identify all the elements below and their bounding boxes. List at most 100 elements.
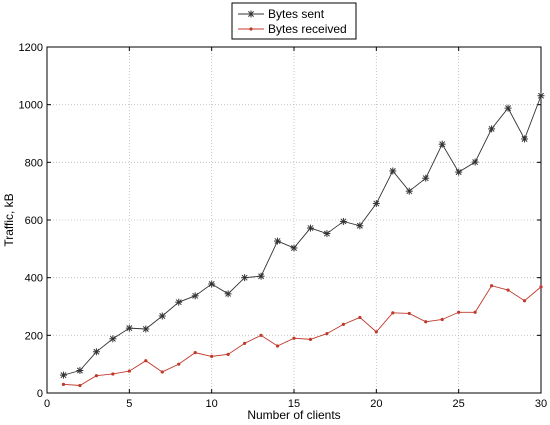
x-tick-label: 20 (370, 398, 382, 410)
data-point-bytes-sent (504, 104, 512, 112)
data-point-bytes-sent (389, 167, 397, 175)
data-point-bytes-sent (59, 371, 67, 379)
marker-stroke (340, 218, 347, 225)
data-point-bytes-sent (521, 135, 529, 143)
series-line-bytes-sent (63, 95, 542, 376)
marker-stroke (76, 367, 83, 374)
legend-label: Bytes received (268, 22, 347, 36)
marker-stroke (538, 92, 544, 99)
y-tick-label: 400 (25, 273, 43, 285)
marker-stroke (225, 290, 232, 297)
series-bytes-sent (59, 92, 545, 379)
legend-box (231, 2, 357, 40)
data-point-bytes-received (259, 333, 263, 337)
marker-stroke (455, 169, 462, 176)
data-point-bytes-received (374, 330, 378, 334)
data-point-bytes-received (325, 332, 329, 336)
data-point-bytes-received (308, 337, 313, 341)
data-point-bytes-received (243, 341, 247, 346)
grid-lines (47, 47, 541, 393)
data-point-bytes-sent (339, 217, 347, 225)
y-tick-label: 800 (25, 157, 43, 169)
marker-stroke (488, 125, 495, 132)
marker-stroke (93, 348, 100, 355)
data-point-bytes-sent (274, 237, 282, 245)
marker-stroke (109, 335, 116, 342)
marker-stroke (142, 326, 149, 332)
data-point-bytes-sent (438, 140, 446, 148)
axis-ticks: 0 5 10 15 20 25 30 0 200 400 600 800 1000 1200 (19, 42, 548, 410)
data-point-bytes-sent (290, 244, 298, 252)
data-point-bytes-sent (356, 222, 364, 230)
series-layer (59, 92, 545, 388)
data-point-bytes-sent (158, 312, 166, 320)
data-point-bytes-sent (471, 158, 479, 166)
data-point-bytes-received (506, 288, 510, 292)
y-tick-label: 1200 (19, 42, 43, 54)
marker-stroke (439, 141, 446, 148)
data-point-bytes-sent (208, 280, 216, 288)
data-point-bytes-sent (175, 298, 183, 306)
marker-stroke (258, 273, 265, 280)
data-point-bytes-sent (224, 290, 232, 298)
y-tick-label: 1000 (19, 100, 43, 112)
data-point-bytes-sent (92, 348, 100, 356)
data-point-bytes-sent (323, 230, 331, 238)
data-point-bytes-received (490, 284, 494, 288)
x-axis-label: Number of clients (247, 408, 340, 422)
marker-stroke (323, 230, 330, 237)
marker-stroke (406, 188, 413, 195)
data-point-bytes-received (407, 311, 411, 316)
legend-marker (249, 27, 253, 31)
data-point-bytes-received (111, 372, 115, 376)
data-point-bytes-received (457, 310, 461, 314)
y-tick-label: 600 (25, 215, 43, 227)
y-axis-label: Traffic, kB (2, 193, 16, 246)
data-point-bytes-sent (257, 272, 265, 280)
data-point-bytes-sent (76, 367, 84, 375)
data-point-bytes-received (292, 336, 296, 340)
legend-label: Bytes sent (268, 7, 325, 21)
marker-stroke (356, 222, 363, 229)
marker-stroke (472, 159, 479, 166)
data-point-bytes-sent (405, 187, 413, 195)
marker-stroke (241, 274, 248, 281)
data-point-bytes-sent (191, 292, 199, 300)
data-point-bytes-sent (142, 325, 150, 333)
data-point-bytes-received (424, 320, 428, 324)
data-point-bytes-received (144, 359, 148, 363)
y-tick-label: 200 (25, 330, 43, 342)
data-point-bytes-received (358, 315, 362, 320)
data-point-bytes-sent (455, 168, 463, 176)
legend-item-bytes-sent: Bytes sent (238, 7, 325, 21)
marker-stroke (159, 313, 166, 319)
x-tick-label: 0 (44, 398, 50, 410)
data-point-bytes-sent (306, 224, 314, 232)
marker-stroke (60, 372, 67, 379)
data-point-bytes-received (210, 354, 214, 358)
data-point-bytes-sent (537, 92, 545, 100)
x-tick-label: 15 (288, 398, 300, 410)
marker-stroke (274, 238, 281, 245)
data-point-bytes-received (391, 311, 395, 315)
x-tick-label: 10 (206, 398, 218, 410)
x-tick-label: 30 (535, 398, 547, 410)
data-point-bytes-received (226, 352, 230, 356)
marker-stroke (373, 200, 380, 207)
marker-stroke (521, 135, 528, 142)
marker-stroke (208, 281, 215, 287)
x-tick-label: 5 (126, 398, 132, 410)
data-point-bytes-sent (372, 200, 380, 208)
marker-stroke (175, 299, 182, 306)
marker-stroke (422, 175, 429, 182)
data-point-bytes-sent (125, 324, 133, 332)
marker-stroke (192, 292, 199, 299)
marker-stroke (389, 168, 396, 174)
data-point-bytes-received (341, 322, 345, 326)
data-point-bytes-received (275, 344, 280, 348)
data-point-bytes-received (193, 351, 197, 355)
marker-stroke (126, 325, 133, 332)
data-point-bytes-received (440, 317, 444, 322)
